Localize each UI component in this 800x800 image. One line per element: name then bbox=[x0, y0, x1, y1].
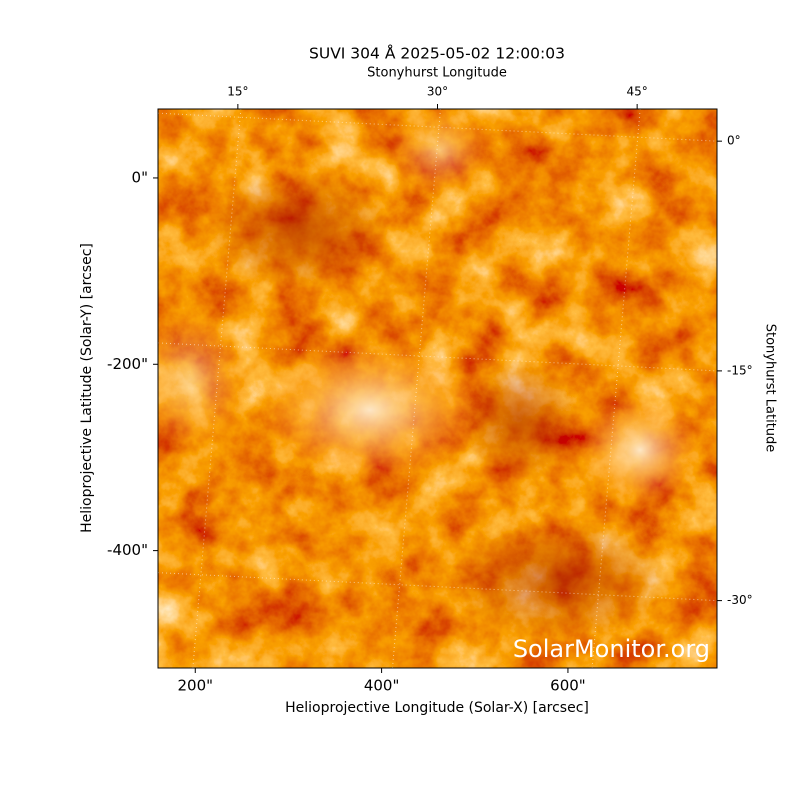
solar-image bbox=[158, 109, 717, 668]
watermark: SolarMonitor.org bbox=[513, 635, 710, 663]
grid-line bbox=[392, 109, 441, 668]
grid-line bbox=[591, 109, 641, 668]
x-tick-label: 600" bbox=[550, 677, 586, 695]
chart-title: SUVI 304 Å 2025-05-02 12:00:03 bbox=[309, 44, 565, 63]
grid-line bbox=[192, 109, 242, 668]
y2-tick-label: 0° bbox=[727, 134, 741, 148]
x-axis-label: Helioprojective Longitude (Solar-X) [arc… bbox=[285, 700, 589, 716]
y2-tick-label: -30° bbox=[727, 593, 753, 607]
x2-tick-label: 15° bbox=[227, 85, 248, 99]
x2-tick-label: 30° bbox=[427, 85, 448, 99]
y2-tick-label: -15° bbox=[727, 363, 753, 377]
y-tick-label: -400" bbox=[107, 541, 148, 559]
y-tick-label: -200" bbox=[107, 355, 148, 373]
x2-tick-label: 45° bbox=[627, 85, 648, 99]
y-tick-label: 0" bbox=[132, 168, 148, 186]
x-tick-label: 200" bbox=[178, 677, 214, 695]
x2-axis-label: Stonyhurst Longitude bbox=[367, 66, 507, 81]
y2-axis-label: Stonyhurst Latitude bbox=[763, 324, 778, 453]
y-axis-label: Helioprojective Latitude (Solar-Y) [arcs… bbox=[79, 243, 95, 533]
x-tick-label: 400" bbox=[364, 677, 400, 695]
